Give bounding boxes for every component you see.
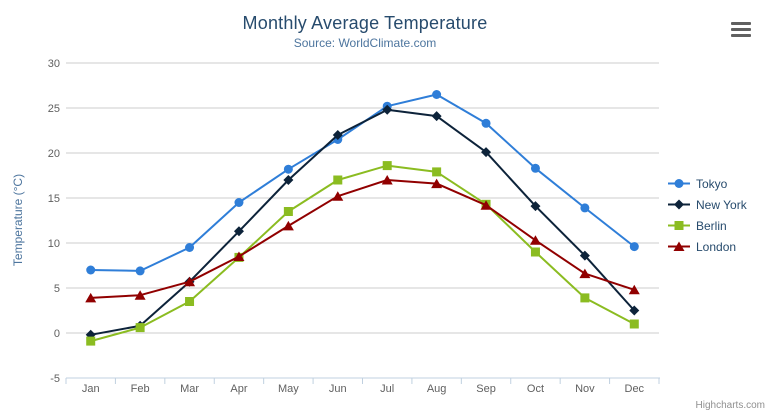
series-line-london — [89, 179, 636, 299]
x-axis-label: Sep — [476, 383, 496, 395]
hamburger-icon — [731, 27, 751, 31]
series-marker-tokyo[interactable] — [580, 203, 590, 213]
x-axis-label: May — [278, 383, 299, 395]
series-marker-tokyo[interactable] — [530, 163, 540, 173]
legend-item-london[interactable]: London — [667, 236, 747, 257]
series-marker-tokyo[interactable] — [86, 265, 96, 275]
series-marker-berlin[interactable] — [333, 175, 343, 185]
series-marker-london[interactable] — [184, 276, 196, 287]
x-axis-label: Oct — [527, 383, 544, 395]
x-axis-label: Aug — [427, 383, 447, 395]
series-marker-new-york[interactable] — [332, 130, 343, 140]
legend-marker-icon — [668, 199, 690, 210]
hamburger-icon — [731, 33, 751, 37]
series-marker-berlin[interactable] — [382, 161, 392, 171]
series-marker-london[interactable] — [579, 268, 591, 279]
x-axis-label: Feb — [131, 383, 150, 395]
legend-item-label: New York — [696, 197, 747, 212]
series-marker-tokyo[interactable] — [481, 118, 491, 128]
series-marker-new-york[interactable] — [629, 305, 640, 316]
y-axis-label: 15 — [48, 193, 60, 205]
diamond-marker-icon — [674, 199, 684, 210]
series-marker-new-york[interactable] — [382, 104, 393, 115]
series-marker-london[interactable] — [628, 284, 640, 295]
square-marker-icon — [674, 221, 684, 230]
series-marker-tokyo[interactable] — [629, 242, 639, 252]
series-marker-berlin[interactable] — [283, 207, 293, 216]
legend-item-tokyo[interactable]: Tokyo — [667, 173, 747, 194]
legend: Tokyo New York Berlin London — [667, 173, 747, 257]
series-marker-london[interactable] — [233, 251, 245, 262]
y-axis-label: 10 — [48, 238, 60, 250]
series-marker-berlin[interactable] — [629, 319, 639, 329]
series-marker-berlin[interactable] — [530, 247, 540, 257]
hamburger-icon — [731, 21, 751, 25]
series-marker-new-york[interactable] — [579, 250, 590, 261]
credit-link[interactable]: Highcharts.com — [695, 400, 765, 411]
legend-marker-icon — [668, 179, 690, 188]
series-marker-berlin[interactable] — [185, 297, 195, 306]
x-axis-label: Jan — [82, 383, 100, 395]
legend-item-new-york[interactable]: New York — [667, 194, 747, 215]
series-marker-tokyo[interactable] — [432, 90, 442, 99]
triangle-marker-icon — [673, 241, 685, 251]
series-line-new-york — [89, 108, 636, 336]
x-axis-label: Jul — [380, 383, 394, 395]
chart-subtitle: Source: WorldClimate.com — [293, 36, 437, 50]
x-axis-label: Nov — [575, 383, 595, 395]
series-marker-london[interactable] — [381, 175, 393, 185]
series-marker-berlin[interactable] — [580, 293, 590, 303]
y-axis-label: 25 — [48, 103, 60, 115]
circle-marker-icon — [674, 179, 684, 188]
x-axis-label: Dec — [625, 383, 645, 395]
series-marker-tokyo[interactable] — [283, 164, 293, 174]
series-marker-berlin[interactable] — [86, 336, 96, 346]
series-marker-new-york[interactable] — [283, 175, 294, 185]
context-menu-button[interactable] — [731, 19, 755, 39]
chart-title: Monthly Average Temperature — [242, 13, 488, 33]
series-marker-london[interactable] — [332, 191, 344, 201]
series-marker-berlin[interactable] — [432, 167, 442, 177]
legend-item-label: Tokyo — [696, 176, 728, 191]
series-marker-tokyo[interactable] — [234, 198, 244, 207]
y-axis-label: -5 — [50, 373, 60, 385]
series-marker-tokyo[interactable] — [135, 266, 145, 276]
legend-marker-icon — [668, 241, 690, 251]
legend-item-label: Berlin — [696, 218, 727, 233]
y-axis-label: 20 — [48, 148, 60, 160]
x-axis-label: Jun — [329, 383, 347, 395]
y-axis-label: 30 — [48, 58, 60, 70]
series-marker-new-york[interactable] — [481, 147, 492, 158]
series-marker-new-york[interactable] — [431, 111, 442, 122]
y-axis-label: 0 — [54, 328, 60, 340]
series-line-berlin — [89, 164, 636, 343]
series-marker-new-york[interactable] — [530, 201, 541, 212]
legend-item-label: London — [696, 239, 737, 254]
series-marker-london[interactable] — [529, 235, 541, 245]
x-axis-label: Mar — [180, 383, 199, 395]
series-marker-london[interactable] — [134, 290, 146, 300]
series-marker-london[interactable] — [85, 292, 97, 303]
series-marker-london[interactable] — [282, 220, 294, 231]
series-line-tokyo — [89, 93, 636, 272]
x-axis-label: Apr — [230, 383, 247, 395]
y-axis-label: 5 — [54, 283, 60, 295]
legend-marker-icon — [668, 221, 690, 230]
series-marker-london[interactable] — [480, 200, 492, 210]
legend-item-berlin[interactable]: Berlin — [667, 215, 747, 236]
series-marker-tokyo[interactable] — [185, 243, 195, 252]
series-marker-london[interactable] — [431, 178, 443, 189]
series-marker-berlin[interactable] — [135, 323, 145, 333]
series-marker-new-york[interactable] — [233, 226, 244, 237]
